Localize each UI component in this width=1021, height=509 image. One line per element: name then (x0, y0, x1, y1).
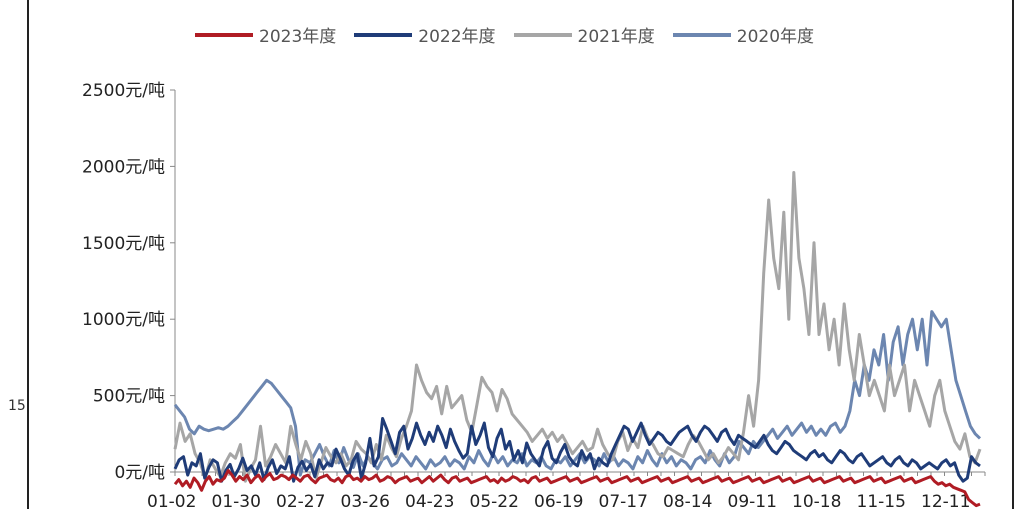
x-tick-label: 04-23 (405, 492, 454, 509)
legend-item: 2020年度 (672, 22, 815, 47)
legend-label: 2021年度 (577, 27, 655, 47)
series-line-2022年度 (173, 417, 981, 483)
left-frame-border (27, 0, 29, 509)
chart-legend: 2023年度 2022年度 2021年度 2020年度 (195, 22, 814, 47)
series-line-2020年度 (173, 310, 982, 477)
x-tick-label: 01-30 (212, 492, 261, 509)
legend-swatch (354, 32, 413, 37)
x-tick-label: 01-02 (147, 492, 196, 509)
legend-label: 2023年度 (259, 27, 337, 47)
y-tick-label: 2500元/吨 (82, 81, 165, 101)
series-line-2021年度 (173, 171, 982, 483)
y-tick-label: 1000元/吨 (82, 310, 165, 330)
legend-swatch (672, 32, 731, 37)
x-tick-label: 11-15 (857, 492, 906, 509)
legend-swatch (195, 32, 253, 37)
x-tick-label: 05-22 (470, 492, 519, 509)
y-tick-label: 500元/吨 (93, 387, 165, 407)
x-tick-label: 06-19 (534, 492, 583, 509)
legend-label: 2022年度 (418, 27, 496, 47)
x-tick-label: 09-11 (728, 492, 777, 509)
x-tick-label: 02-27 (276, 492, 325, 509)
x-tick-label: 08-14 (663, 492, 712, 509)
x-tick-label: 10-18 (792, 492, 841, 509)
series-line-2023年度 (173, 469, 981, 508)
x-tick-label: 07-17 (599, 492, 648, 509)
legend-swatch (513, 32, 572, 37)
y-tick-label: 0元/吨 (114, 463, 165, 483)
legend-item: 2021年度 (513, 22, 655, 47)
legend-label: 2020年度 (736, 27, 815, 47)
legend-item: 2023年度 (195, 22, 336, 47)
y-tick-label: 1500元/吨 (82, 234, 165, 254)
right-frame-border (1012, 0, 1014, 509)
y-tick-label: 2000元/吨 (82, 157, 165, 177)
x-tick-label: 03-26 (341, 492, 390, 509)
x-tick-label: 12-11 (921, 492, 970, 509)
legend-item: 2022年度 (354, 22, 496, 47)
stray-axis-label: 15 (8, 398, 26, 414)
